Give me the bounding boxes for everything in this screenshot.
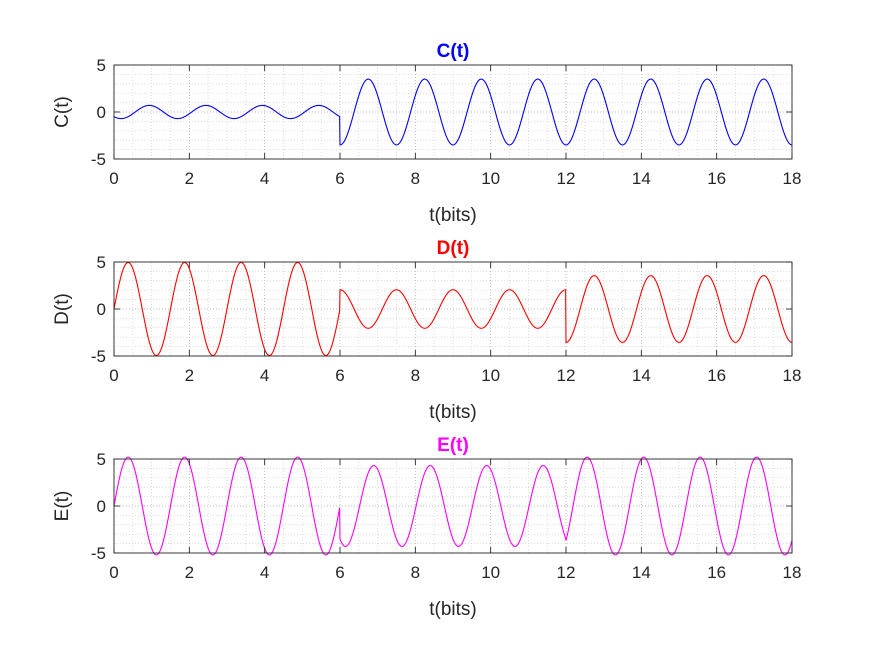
chart-title: E(t) — [437, 435, 469, 456]
x-tick-label: 10 — [481, 169, 500, 188]
series-line-1 — [113, 261, 793, 357]
x-tick-label: 8 — [411, 366, 420, 385]
x-tick-label: 6 — [335, 169, 344, 188]
x-tick-label: 18 — [783, 366, 802, 385]
x-tick-label: 12 — [557, 169, 576, 188]
x-tick-label: 4 — [260, 563, 269, 582]
y-tick-label: -5 — [91, 544, 106, 563]
y-tick-label: 5 — [97, 450, 106, 469]
chart-title: C(t) — [437, 41, 470, 62]
x-tick-label: 4 — [260, 366, 269, 385]
series-line-1 — [113, 78, 793, 146]
y-tick-label: 0 — [97, 103, 106, 122]
x-axis-label: t(bits) — [429, 402, 477, 423]
x-tick-label: 10 — [481, 366, 500, 385]
x-axis-label: t(bits) — [429, 599, 477, 620]
chart-title: D(t) — [437, 238, 470, 259]
x-tick-label: 14 — [632, 366, 651, 385]
x-tick-label: 18 — [783, 563, 802, 582]
y-tick-label: -5 — [91, 150, 106, 169]
x-tick-label: 4 — [260, 169, 269, 188]
x-tick-label: 18 — [783, 169, 802, 188]
y-axis-label: E(t) — [52, 491, 73, 522]
x-tick-label: 6 — [335, 366, 344, 385]
y-axis-label: D(t) — [52, 293, 73, 325]
x-tick-label: 16 — [707, 169, 726, 188]
x-tick-label: 6 — [335, 563, 344, 582]
x-tick-label: 14 — [632, 563, 651, 582]
x-tick-label: 12 — [557, 366, 576, 385]
y-axis-label: C(t) — [52, 96, 73, 128]
x-tick-label: 2 — [185, 366, 194, 385]
y-tick-label: -5 — [91, 347, 106, 366]
y-tick-label: 0 — [97, 300, 106, 319]
y-tick-label: 0 — [97, 497, 106, 516]
x-axis-label: t(bits) — [429, 205, 477, 226]
series-line-1 — [113, 456, 793, 556]
x-tick-label: 14 — [632, 169, 651, 188]
x-tick-label: 0 — [109, 563, 118, 582]
x-tick-label: 0 — [109, 169, 118, 188]
x-tick-label: 0 — [109, 366, 118, 385]
x-tick-label: 8 — [411, 563, 420, 582]
x-tick-label: 2 — [185, 563, 194, 582]
y-tick-label: 5 — [97, 253, 106, 272]
y-tick-label: 5 — [97, 56, 106, 75]
x-tick-label: 16 — [707, 366, 726, 385]
x-tick-label: 10 — [481, 563, 500, 582]
x-tick-label: 16 — [707, 563, 726, 582]
x-tick-label: 8 — [411, 169, 420, 188]
x-tick-label: 12 — [557, 563, 576, 582]
x-tick-label: 2 — [185, 169, 194, 188]
